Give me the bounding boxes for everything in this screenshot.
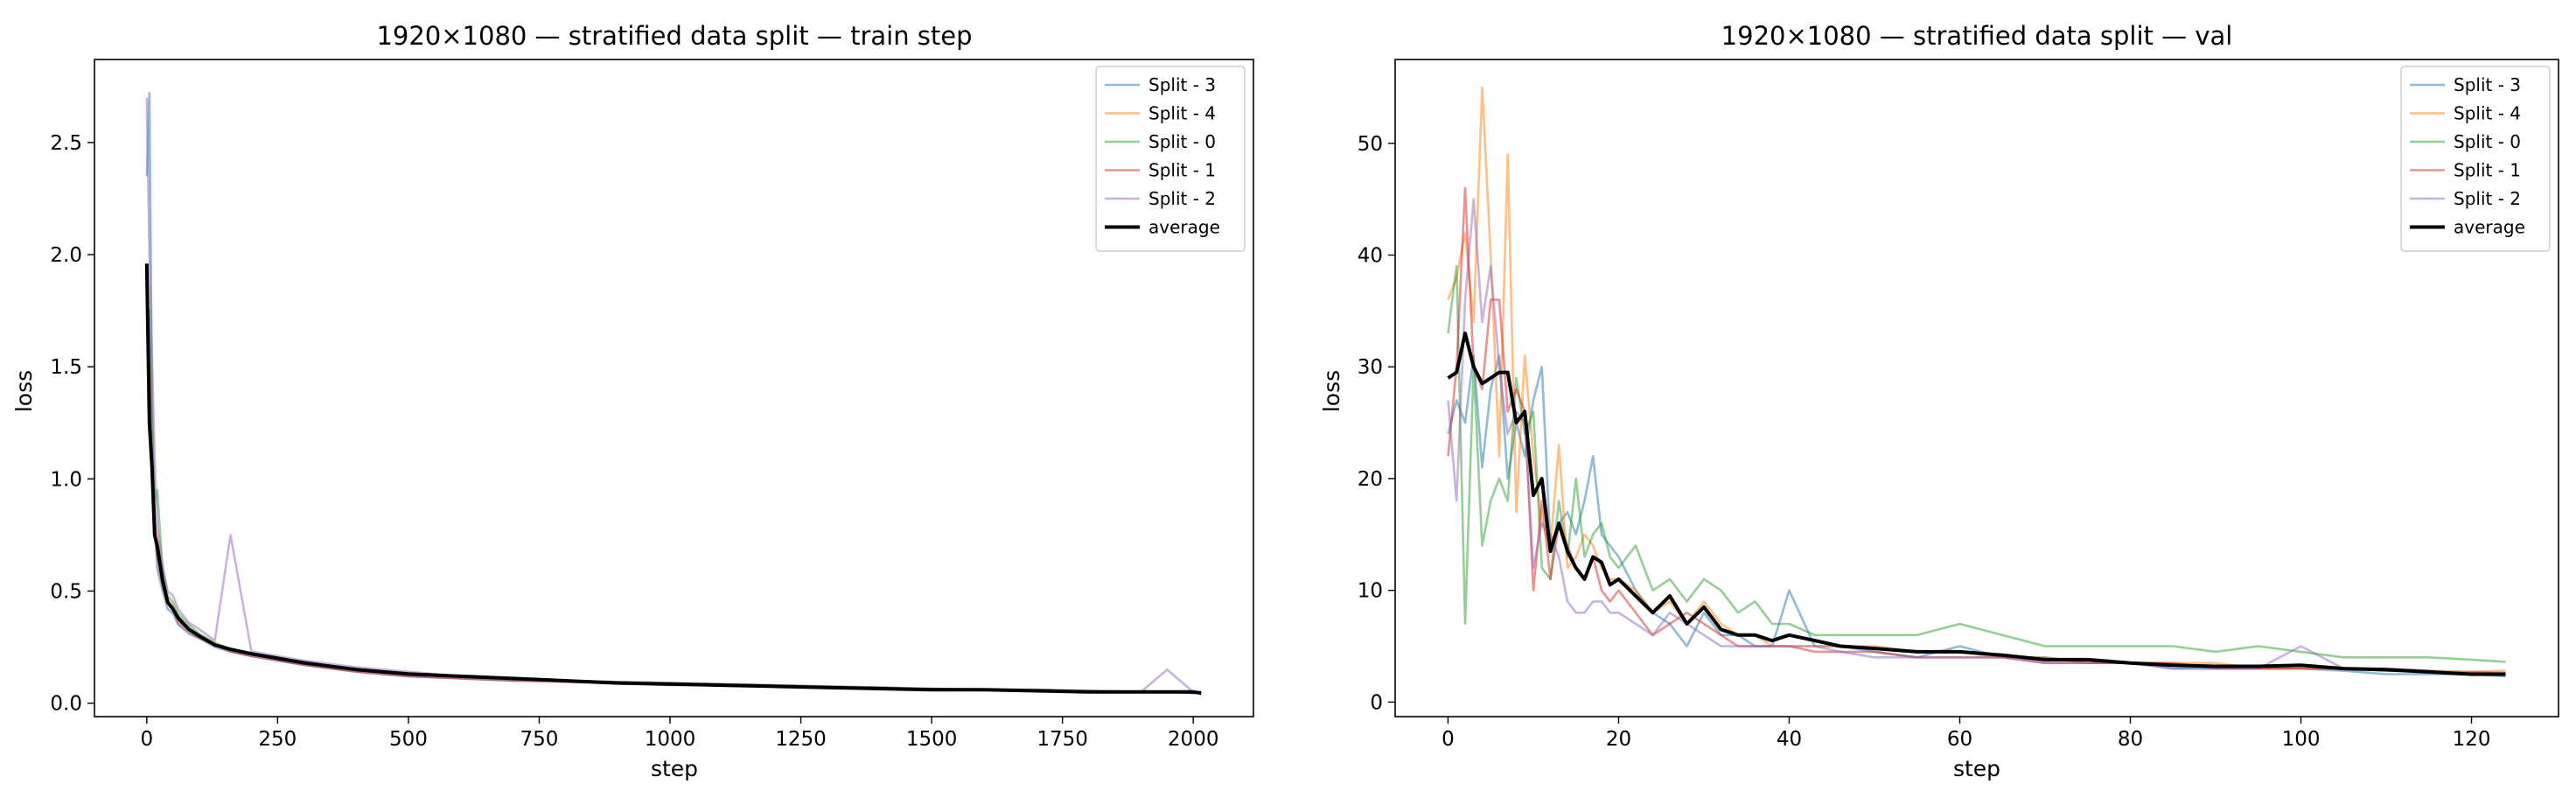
- x-tick-label: 500: [389, 728, 428, 751]
- legend-entry: Split - 0: [1148, 131, 1216, 152]
- legend-entry: Split - 4: [1148, 103, 1216, 124]
- x-tick-label: 60: [1947, 728, 1972, 751]
- y-tick-label: 1.0: [50, 468, 82, 491]
- train-step-chart: 1920×1080 — stratified data split — trai…: [11, 21, 1254, 781]
- series-line-split-1: [1447, 186, 2506, 675]
- y-tick-label: 30: [1358, 356, 1383, 379]
- legend-entry: Split - 3: [1148, 74, 1216, 95]
- x-tick-label: 2000: [1168, 728, 1219, 751]
- legend-entry: average: [1148, 217, 1220, 238]
- series-line-average: [1447, 331, 2506, 676]
- x-axis: 0 20 40 60 80 100 120: [1442, 717, 2490, 751]
- legend: Split - 3 Split - 4 Split - 0 Split - 1 Spli…: [1095, 66, 1246, 252]
- legend-entry: Split - 2: [2454, 188, 2521, 209]
- y-axis: 0 10 20 30 40 50: [1358, 133, 1395, 714]
- x-axis-label: step: [1953, 756, 2000, 781]
- chart-title: 1920×1080 — stratified data split — trai…: [376, 21, 972, 51]
- y-tick-label: 20: [1358, 468, 1383, 491]
- y-tick-label: 50: [1358, 133, 1383, 156]
- x-tick-label: 0: [140, 728, 153, 751]
- legend-entry: Split - 0: [2454, 131, 2521, 152]
- x-tick-label: 750: [520, 728, 559, 751]
- legend-entry: Split - 3: [2454, 74, 2521, 95]
- x-axis: 0 250 500 750 1000 1250 1500 1750 2000: [140, 717, 1218, 751]
- x-tick-label: 250: [258, 728, 297, 751]
- series-line-split-0: [1447, 265, 2506, 663]
- y-tick-label: 0.0: [50, 693, 82, 716]
- chart-title: 1920×1080 — stratified data split — val: [1721, 21, 2233, 51]
- y-tick-label: 10: [1358, 580, 1383, 603]
- series-line-average: [144, 263, 1202, 696]
- legend: Split - 3 Split - 4 Split - 0 Split - 1 Spli…: [2400, 66, 2551, 252]
- y-tick-label: 1.5: [50, 356, 82, 379]
- x-tick-label: 1250: [775, 728, 827, 751]
- y-tick-label: 0.5: [50, 580, 82, 603]
- x-tick-label: 0: [1442, 728, 1455, 751]
- x-tick-label: 1500: [906, 728, 958, 751]
- legend-entry: Split - 4: [2454, 103, 2521, 124]
- y-tick-label: 0: [1370, 691, 1383, 714]
- val-chart: 1920×1080 — stratified data split — val …: [1319, 21, 2559, 781]
- legend-entry: average: [2454, 217, 2525, 238]
- x-tick-label: 80: [2118, 728, 2143, 751]
- axes-frame: [94, 59, 1254, 718]
- x-tick-label: 1000: [645, 728, 696, 751]
- y-axis: 0.0 0.5 1.0 1.5 2.0 2.5: [50, 132, 94, 716]
- y-tick-label: 40: [1358, 245, 1383, 268]
- legend-entry: Split - 1: [1148, 160, 1216, 181]
- x-tick-label: 1750: [1037, 728, 1088, 751]
- x-tick-label: 40: [1777, 728, 1802, 751]
- legend-entry: Split - 2: [1148, 188, 1216, 209]
- y-axis-label: loss: [11, 370, 37, 412]
- plot-area: [144, 92, 1202, 696]
- plot-area: [1447, 86, 2506, 678]
- x-tick-label: 100: [2282, 728, 2321, 751]
- y-tick-label: 2.5: [50, 132, 82, 155]
- x-axis-label: step: [651, 756, 698, 781]
- x-tick-label: 120: [2453, 728, 2491, 751]
- legend-entry: Split - 1: [2454, 160, 2521, 181]
- y-axis-label: loss: [1319, 370, 1344, 412]
- y-tick-label: 2.0: [50, 244, 82, 267]
- axes-frame: [1394, 59, 2559, 718]
- x-tick-label: 20: [1606, 728, 1631, 751]
